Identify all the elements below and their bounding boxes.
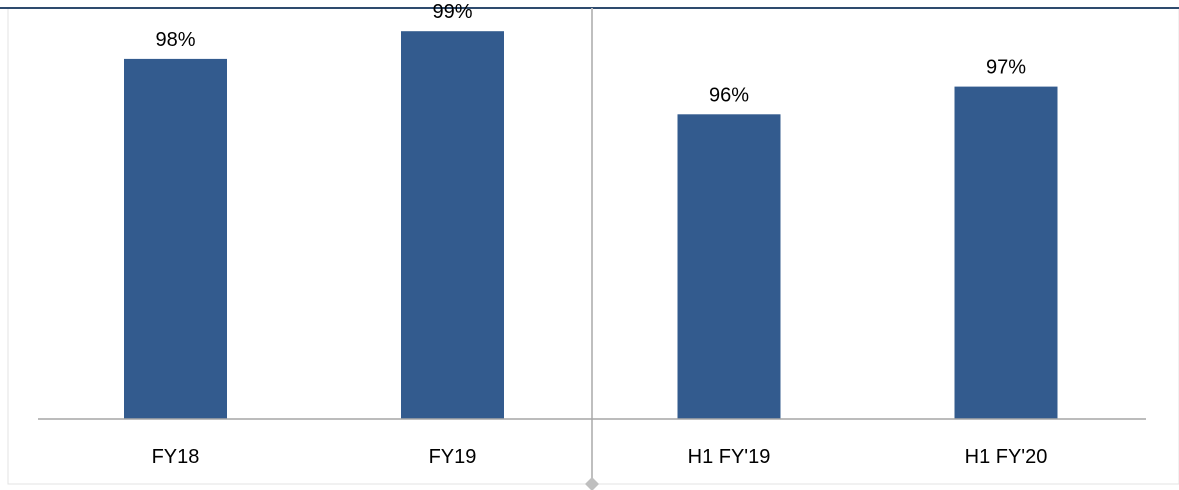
- x-tick-label: FY18: [152, 446, 200, 468]
- x-tick-label: H1 FY'20: [965, 446, 1048, 468]
- x-tick-label: H1 FY'19: [688, 446, 771, 468]
- x-tick-label: FY19: [429, 446, 477, 468]
- labels-group: 98% FY18 99% FY19 96% H1 FY'19 97% H1 FY'20: [152, 1, 1048, 468]
- bar: [954, 86, 1058, 419]
- bar: [124, 58, 227, 420]
- data-label: 98%: [155, 29, 195, 51]
- bars-group: [124, 31, 1058, 420]
- data-label: 99%: [432, 1, 472, 23]
- data-label: 96%: [709, 84, 749, 106]
- bar: [677, 114, 781, 420]
- divider-marker: [585, 477, 599, 490]
- bar: [401, 31, 504, 419]
- data-label: 97%: [986, 57, 1026, 79]
